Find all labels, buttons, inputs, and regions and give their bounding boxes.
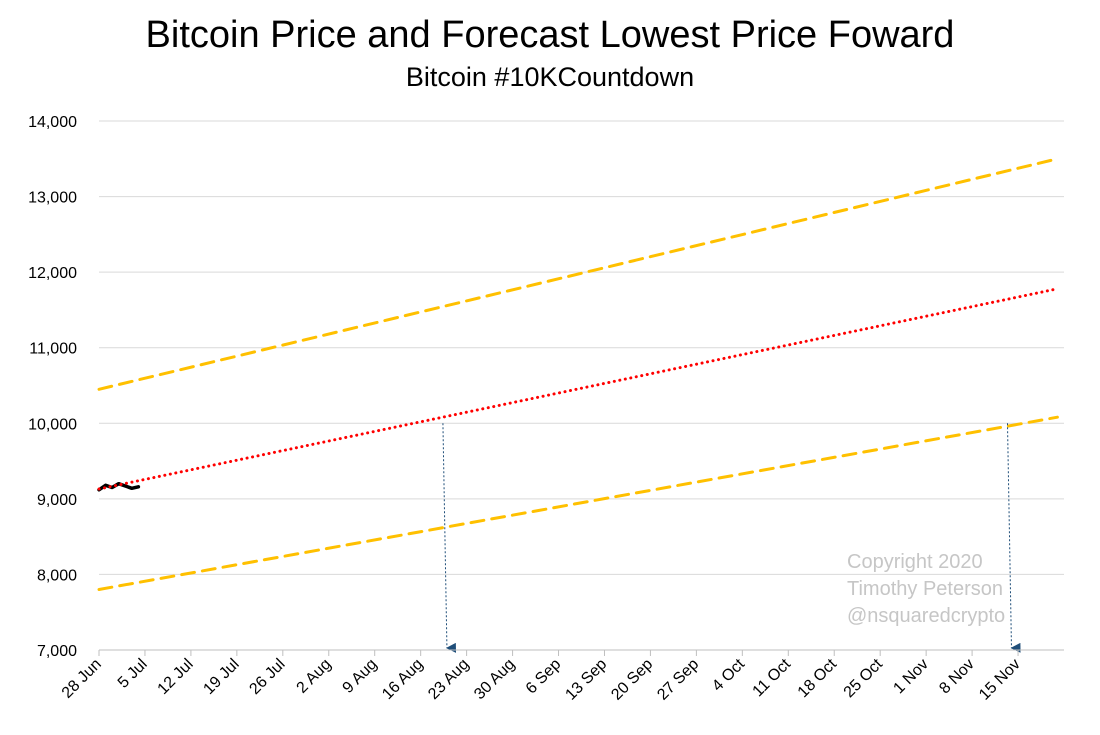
x-tick-label: 20 Sep bbox=[608, 656, 656, 704]
x-tick-label: 18 Oct bbox=[795, 655, 841, 701]
y-tick-label: 13,000 bbox=[28, 190, 77, 207]
y-tick-label: 7,000 bbox=[37, 643, 77, 660]
x-tick-label: 28 Jun bbox=[59, 656, 105, 702]
y-tick-label: 11,000 bbox=[29, 341, 77, 358]
annotation-arrow bbox=[442, 423, 457, 653]
y-tick-label: 10,000 bbox=[28, 416, 77, 433]
chart-title: Bitcoin Price and Forecast Lowest Price … bbox=[145, 14, 955, 56]
x-tick-label: 23 Aug bbox=[425, 656, 472, 703]
copyright-line: @nsquaredcrypto bbox=[847, 605, 1005, 627]
x-tick-label: 30 Aug bbox=[471, 656, 518, 703]
x-tick-label: 1 Nov bbox=[890, 656, 932, 698]
x-tick-label: 2 Aug bbox=[294, 656, 335, 697]
series-layer bbox=[97, 157, 1059, 591]
x-tick-label: 19 Jul bbox=[200, 656, 242, 698]
x-tick-label: 5 Jul bbox=[115, 656, 151, 692]
x-tick-label: 15 Nov bbox=[976, 656, 1024, 704]
grid-lines bbox=[99, 120, 1064, 575]
chart-subtitle: Bitcoin #10KCountdown bbox=[405, 62, 695, 92]
series-line-4 bbox=[97, 415, 1059, 591]
x-tick-label: 11 Oct bbox=[750, 655, 795, 700]
x-tick-label: 16 Aug bbox=[379, 656, 426, 703]
copyright-line: Copyright 2020 bbox=[847, 551, 983, 573]
x-tick-label: 6 Sep bbox=[523, 656, 565, 698]
x-tick-label: 12 Jul bbox=[155, 656, 197, 698]
x-tick-label: 25 Oct bbox=[841, 655, 887, 701]
x-tick-label: 13 Sep bbox=[562, 656, 610, 704]
x-tick-label: 8 Nov bbox=[936, 656, 978, 698]
series-line-3 bbox=[97, 157, 1059, 391]
annotation-arrow bbox=[1006, 423, 1021, 653]
x-tick-label: 27 Sep bbox=[654, 656, 702, 704]
x-tick-label: 4 Oct bbox=[709, 655, 748, 694]
annotation-layer bbox=[442, 423, 1021, 653]
copyright-line: Timothy Peterson bbox=[847, 578, 1003, 600]
copyright-notice: Copyright 2020 Timothy Peterson @nsquare… bbox=[847, 551, 1005, 627]
y-tick-label: 8,000 bbox=[37, 567, 77, 584]
series-line-2 bbox=[97, 287, 1059, 491]
y-tick-label: 12,000 bbox=[28, 265, 77, 282]
y-tick-label: 14,000 bbox=[28, 114, 77, 131]
y-tick-label: 9,000 bbox=[37, 492, 77, 509]
x-tick-label: 9 Aug bbox=[340, 656, 381, 697]
x-tick-label: 26 Jul bbox=[246, 656, 288, 698]
series-line-1 bbox=[97, 481, 141, 492]
